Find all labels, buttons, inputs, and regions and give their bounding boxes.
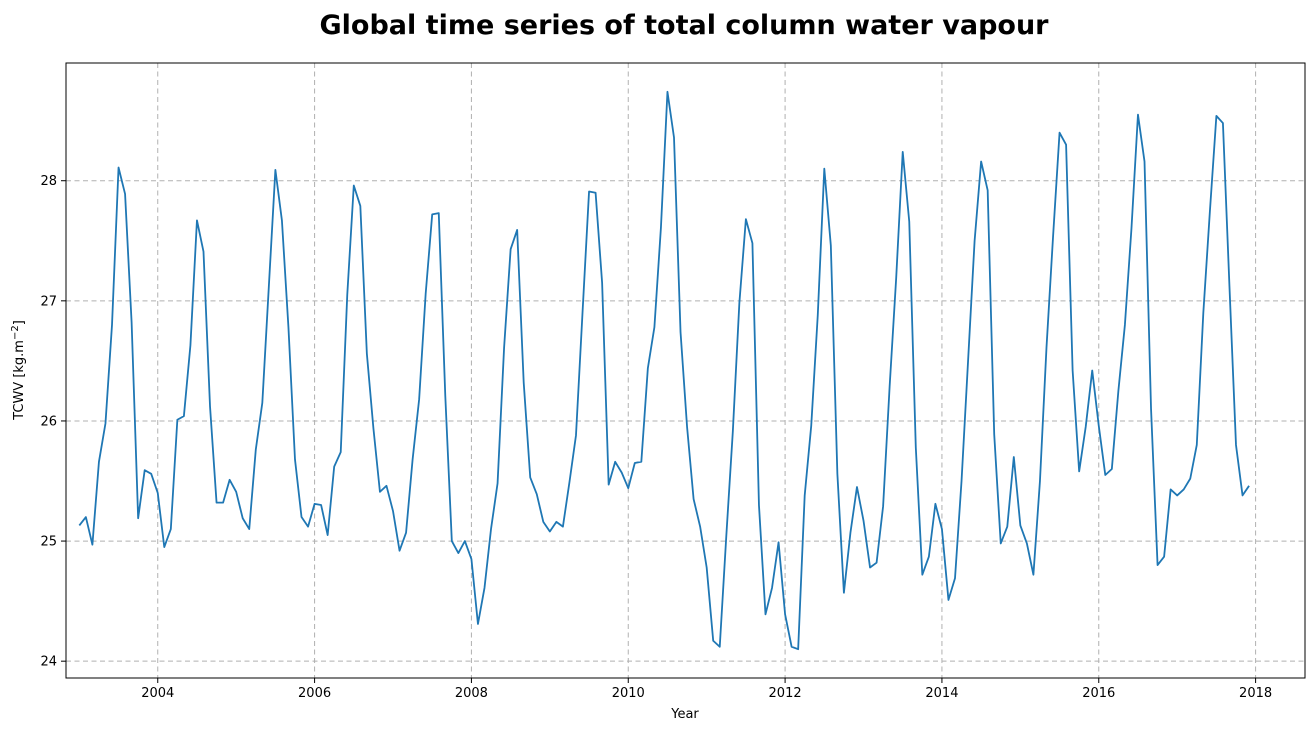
x-tick-label: 2014 (925, 686, 958, 701)
x-tick-label: 2012 (769, 686, 802, 701)
x-tick-label: 2018 (1239, 686, 1272, 701)
plot-frame (65, 62, 1306, 679)
y-tick-label: 26 (40, 414, 57, 429)
y-axis-label: TCWV [kg.m−2] (10, 320, 27, 421)
x-tick-label: 2006 (298, 686, 331, 701)
y-tick-label: 27 (40, 294, 57, 309)
grid (66, 63, 1305, 678)
series-layer (78, 90, 1250, 651)
x-tick-label: 2004 (141, 686, 174, 701)
y-tick-label: 25 (40, 535, 57, 550)
x-tick-label: 2016 (1082, 686, 1115, 701)
series-line-tcwv (78, 90, 1250, 651)
ticks: 2004 2006 2008 2010 2012 2014 2016 2018 24 25 26 27… (40, 174, 1272, 701)
x-tick-label: 2010 (612, 686, 645, 701)
chart-title: Global time series of total column water… (320, 10, 1050, 41)
y-tick-label: 28 (40, 174, 57, 189)
y-tick-label: 24 (40, 655, 57, 670)
x-tick-label: 2008 (455, 686, 488, 701)
x-axis-label: Year (670, 707, 699, 722)
